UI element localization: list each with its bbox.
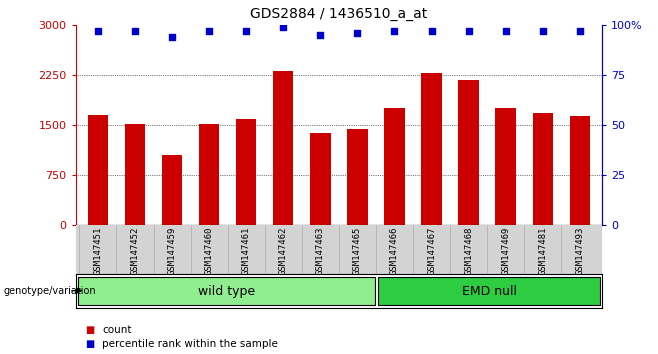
- Bar: [347, 129, 368, 225]
- Bar: [532, 113, 553, 225]
- Text: ■: ■: [86, 325, 95, 335]
- Bar: [273, 71, 293, 225]
- Point: [278, 24, 288, 30]
- Point: [426, 28, 437, 34]
- Text: GSM147465: GSM147465: [353, 227, 362, 275]
- Bar: [384, 108, 405, 225]
- Text: GSM147463: GSM147463: [316, 227, 325, 275]
- Bar: [378, 277, 600, 305]
- Bar: [459, 80, 479, 225]
- Text: GSM147452: GSM147452: [130, 227, 139, 275]
- Text: GSM147462: GSM147462: [279, 227, 288, 275]
- Text: EMD null: EMD null: [462, 285, 517, 298]
- Text: GSM147468: GSM147468: [464, 227, 473, 275]
- Text: GSM147467: GSM147467: [427, 227, 436, 275]
- Text: GSM147459: GSM147459: [168, 227, 176, 275]
- Text: GSM147461: GSM147461: [241, 227, 251, 275]
- Bar: [162, 155, 182, 225]
- Text: GSM147469: GSM147469: [501, 227, 510, 275]
- Bar: [125, 124, 145, 225]
- Bar: [495, 108, 516, 225]
- Point: [93, 28, 103, 34]
- Point: [352, 30, 363, 36]
- Text: ■: ■: [86, 339, 95, 349]
- Text: GSM147451: GSM147451: [93, 227, 103, 275]
- Bar: [310, 133, 330, 225]
- Text: GSM147466: GSM147466: [390, 227, 399, 275]
- Point: [390, 28, 400, 34]
- Point: [315, 32, 326, 38]
- Text: GSM147460: GSM147460: [205, 227, 214, 275]
- Bar: [78, 277, 374, 305]
- Point: [241, 28, 251, 34]
- Bar: [236, 119, 257, 225]
- Bar: [88, 115, 108, 225]
- Bar: [570, 116, 590, 225]
- Title: GDS2884 / 1436510_a_at: GDS2884 / 1436510_a_at: [250, 7, 428, 21]
- Point: [574, 28, 585, 34]
- Point: [204, 28, 215, 34]
- Text: count: count: [102, 325, 132, 335]
- Point: [538, 28, 548, 34]
- Text: GSM147493: GSM147493: [575, 227, 584, 275]
- Text: genotype/variation: genotype/variation: [3, 286, 96, 296]
- Point: [463, 28, 474, 34]
- Bar: [421, 73, 442, 225]
- Text: wild type: wild type: [197, 285, 255, 298]
- Point: [501, 28, 511, 34]
- Text: GSM147481: GSM147481: [538, 227, 547, 275]
- Point: [166, 34, 177, 40]
- Text: percentile rank within the sample: percentile rank within the sample: [102, 339, 278, 349]
- Point: [130, 28, 140, 34]
- Bar: [199, 124, 219, 225]
